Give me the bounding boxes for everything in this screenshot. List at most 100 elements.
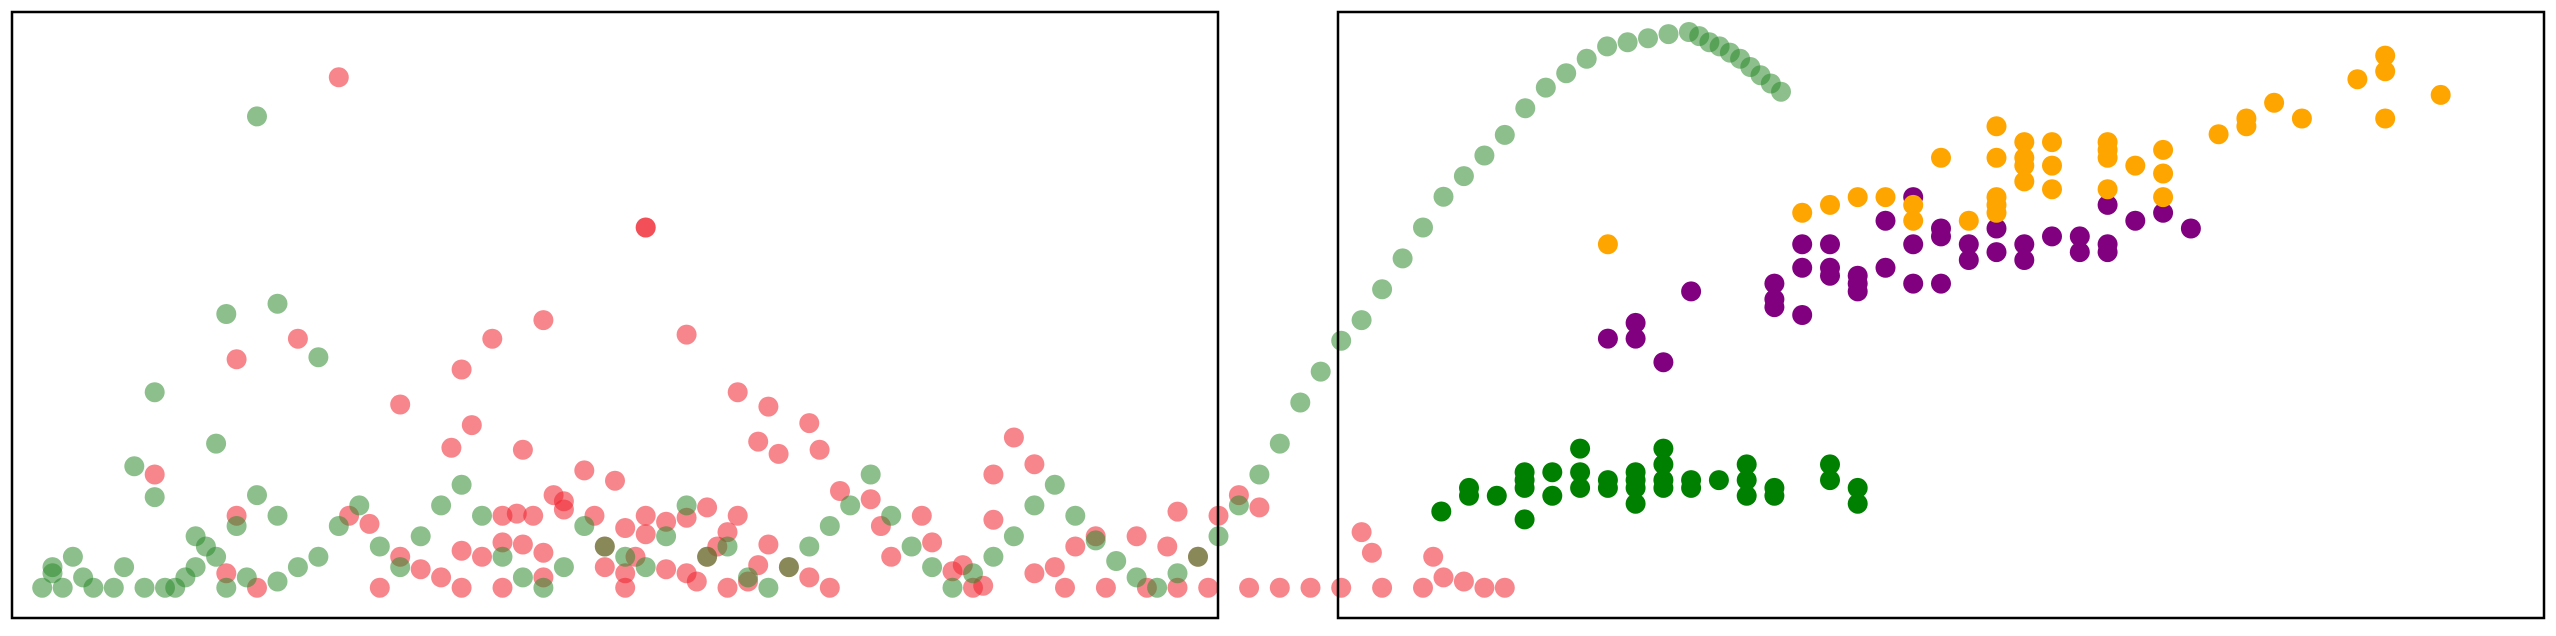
scatter-point-0-1-4 [124,456,145,477]
scatter-point-1-0-9 [1542,462,1563,483]
scatter-point-1-1-11 [1820,234,1840,255]
scatter-point-0-0-112 [1413,577,1433,598]
scatter-point-0-1-93 [1556,63,1577,84]
scatter-point-0-1-36 [390,557,411,578]
scatter-point-0-1-59 [860,464,881,485]
scatter-point-0-0-43 [727,505,748,526]
scatter-point-1-0-30 [1764,477,1785,498]
scatter-point-0-1-94 [1576,48,1597,69]
scatter-point-1-1-19 [1903,234,1924,255]
scatter-point-1-2-17 [2014,132,2035,153]
scatter-point-0-0-20 [533,542,554,563]
scatter-point-1-0-4 [1514,509,1535,530]
scatter-point-0-1-86 [1413,217,1433,238]
scatter-point-1-1-28 [1986,242,2007,263]
scatter-point-1-1-27 [1986,218,2007,239]
scatter-point-0-1-63 [942,577,963,598]
scatter-point-1-1-33 [2069,226,2090,247]
scatter-point-0-0-86 [1423,546,1444,567]
scatter-point-1-1-37 [2125,210,2146,231]
scatter-point-0-1-42 [512,567,533,588]
scatter-point-0-1-16 [226,516,247,536]
scatter-point-0-1-2 [267,293,288,314]
scatter-point-0-1-90 [1494,124,1515,145]
scatter-point-1-1-25 [1958,250,1979,270]
scatter-point-0-1-22 [155,577,175,598]
scatter-point-1-2-20 [2042,132,2062,153]
scatter-point-0-0-89 [1494,577,1515,598]
scatter-point-0-0-38 [615,577,636,598]
scatter-point-0-0-107 [1239,577,1260,598]
scatter-point-0-1-91 [1515,98,1536,119]
scatter-point-1-0-27 [1736,470,1757,491]
scatter-point-0-0-19 [506,503,527,524]
scatter-point-1-0-34 [1847,477,1868,498]
scatter-point-0-0-22 [492,532,513,553]
scatter-point-1-1-39 [2180,218,2201,239]
scatter-point-1-0-32 [1820,454,1840,475]
scatter-point-1-0-12 [1570,438,1591,459]
scatter-point-0-0-90 [144,464,165,485]
scatter-point-1-2-4 [1875,187,1896,208]
scatter-point-0-1-45 [574,516,595,536]
scatter-point-0-1-92 [1535,77,1556,98]
scatter-point-0-0-96 [431,567,452,588]
scatter-point-0-1-6 [206,433,227,454]
scatter-point-0-1-83 [1351,310,1372,331]
scatter-point-1-1-35 [2097,234,2118,255]
scatter-point-0-1-88 [1453,166,1474,187]
scatter-point-0-1-31 [287,557,308,578]
scatter-point-1-1-4 [1681,281,1702,302]
scatter-point-0-1-81 [1310,361,1331,382]
scatter-point-0-0-31 [615,518,636,538]
scatter-point-1-0-20 [1653,470,1674,491]
scatter-point-0-0-84 [1351,522,1372,543]
scatter-point-0-0-74 [983,509,1004,530]
scatter-point-1-2-10 [1986,147,2007,168]
scatter-point-1-0-26 [1736,485,1757,506]
scatter-point-0-1-69 [1065,505,1086,526]
scatter-point-0-0-7 [451,359,472,380]
scatter-point-1-1-36 [2097,194,2118,215]
scatter-point-1-2-7 [1931,147,1951,168]
scatter-point-0-1-39 [451,474,472,495]
scatter-point-0-0-26 [523,505,544,526]
scatter-point-0-1-72 [1126,567,1147,588]
scatter-point-1-2-33 [2291,108,2312,129]
scatter-point-1-1-29 [2014,234,2035,255]
scatter-point-0-1-40 [472,505,492,526]
scatter-point-0-1-50 [676,495,697,516]
scatter-point-0-0-67 [1003,427,1024,448]
scatter-point-0-0-69 [1044,557,1065,578]
scatter-point-0-0-23 [451,540,472,561]
scatter-point-1-1-16 [1847,265,1868,286]
scatter-point-1-1-26 [1958,234,1979,255]
scatter-point-0-1-97 [1638,28,1658,49]
scatter-point-0-1-1 [216,304,237,324]
scatter-point-0-1-89 [1474,145,1495,166]
scatter-point-0-0-66 [983,464,1004,485]
scatter-point-0-0-39 [635,505,656,526]
scatter-point-0-0-9 [676,324,697,345]
scatter-point-0-1-57 [819,516,840,536]
scatter-point-0-1-64 [963,563,983,584]
scatter-point-0-0-109 [1300,577,1321,598]
scatter-point-0-0-100 [451,577,472,598]
scatter-point-0-0-76 [1055,577,1075,598]
scatter-point-0-1-108 [1771,81,1791,102]
scatter-point-1-2-2 [1820,194,1840,215]
scatter-point-0-1-71 [1106,551,1127,571]
scatter-point-0-0-14 [461,415,482,436]
scatter-point-0-1-30 [267,571,288,592]
scatter-point-0-1-78 [1249,464,1270,485]
scatter-point-1-1-8 [1792,234,1813,255]
scatter-point-0-0-37 [594,557,615,578]
scatter-point-1-0-15 [1625,493,1646,514]
scatter-point-0-0-2 [635,217,656,238]
scatter-point-0-1-73 [1147,577,1168,598]
scatter-point-0-0-70 [1065,536,1086,557]
scatter-point-1-2-0 [1597,234,1618,255]
scatter-point-0-0-99 [216,563,237,584]
scatter-point-1-0-2 [1459,485,1479,506]
scatter-point-0-0-5 [390,394,411,415]
